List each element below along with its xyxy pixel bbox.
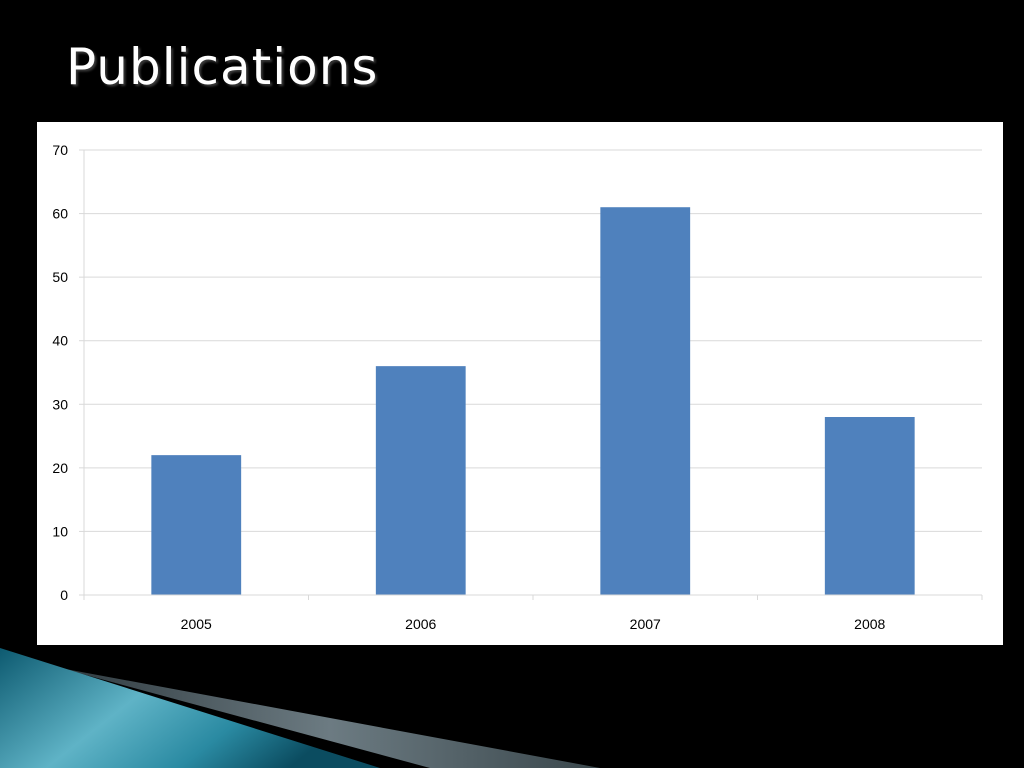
y-tick-label: 60 — [52, 206, 68, 222]
x-category-label: 2008 — [854, 616, 885, 632]
y-tick-label: 10 — [52, 523, 68, 539]
x-category-label: 2007 — [630, 616, 661, 632]
bar-2006 — [375, 366, 466, 595]
y-tick-label: 70 — [52, 142, 68, 158]
x-category-label: 2005 — [181, 616, 212, 632]
slide-title: Publications — [66, 38, 379, 96]
swoosh-teal-band — [0, 648, 380, 768]
y-tick-label: 30 — [52, 396, 68, 412]
x-category-label: 2006 — [405, 616, 436, 632]
bar-2008 — [824, 417, 915, 595]
axes — [79, 149, 983, 600]
y-tick-label: 20 — [52, 460, 68, 476]
bars — [151, 207, 915, 595]
chart-panel: 0 10 20 30 40 50 60 70 2005 2006 2007 2008 — [37, 122, 1003, 645]
bar-2005 — [151, 455, 242, 595]
y-tick-label: 50 — [52, 269, 68, 285]
axis-labels: 0 10 20 30 40 50 60 70 2005 2006 2007 2008 — [52, 142, 885, 632]
y-tick-label: 0 — [60, 587, 68, 603]
y-tick-label: 40 — [52, 333, 68, 349]
swoosh-gray-band — [60, 668, 600, 768]
bar-2007 — [600, 207, 691, 595]
bar-chart: 0 10 20 30 40 50 60 70 2005 2006 2007 2008 — [52, 142, 983, 632]
